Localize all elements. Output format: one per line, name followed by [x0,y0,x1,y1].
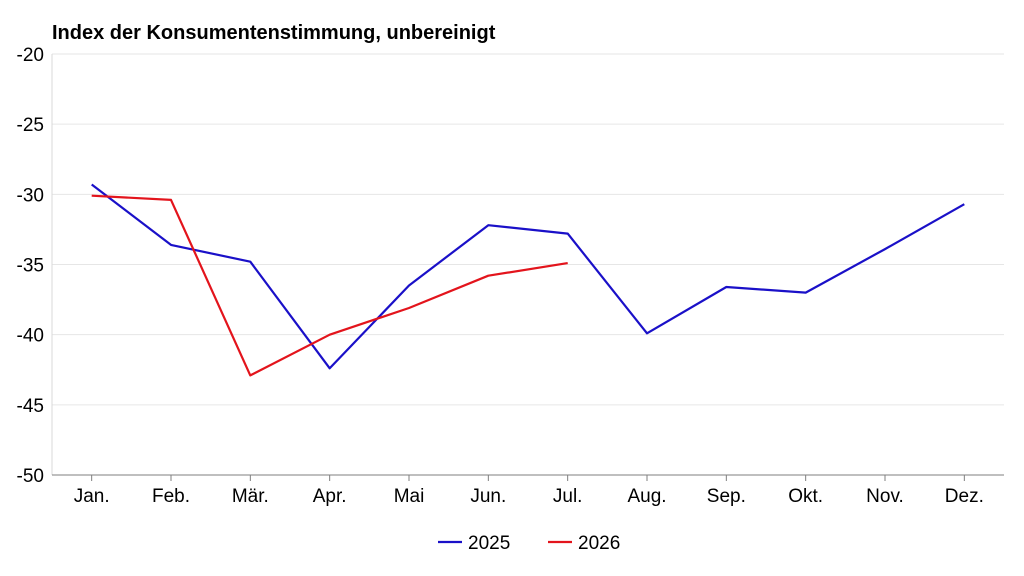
x-tick-label: Sep. [707,486,746,507]
legend: 2025 2026 [438,533,620,554]
x-tick-label: Jul. [553,486,583,507]
x-tick-label: Mär. [232,486,269,507]
y-tick-label: -30 [17,185,44,206]
x-tick-label: Mai [394,486,425,507]
x-tick-label: Jan. [74,486,110,507]
y-axis-tick-labels: -20 -25 -30 -35 -40 -45 -50 [17,45,44,487]
y-tick-label: -25 [17,115,44,136]
legend-label: 2026 [578,533,620,554]
series-line-2025 [91,183,965,370]
series-line-2026 [91,194,568,377]
y-tick-label: -50 [17,466,44,487]
x-tick-label: Nov. [866,486,904,507]
series-lines [91,183,965,377]
y-tick-label: -40 [17,326,44,347]
x-tick-label: Dez. [945,486,984,507]
x-tick-label: Apr. [313,486,347,507]
legend-label: 2025 [468,533,510,554]
y-tick-label: -45 [17,396,44,417]
x-axis-tick-labels: Jan. Feb. Mär. Apr. Mai Jun. Jul. Aug. Sep. Okt. N… [74,486,984,507]
x-tick-label: Feb. [152,486,190,507]
y-tick-label: -20 [17,45,44,66]
x-tick-label: Jun. [470,486,506,507]
chart-title: Index der Konsumentenstimmung, unbereini… [52,22,496,44]
x-tick-label: Okt. [788,486,823,507]
axes [51,54,1004,481]
x-tick-label: Aug. [627,486,666,507]
y-tick-label: -35 [17,256,44,277]
gridlines [52,53,1004,406]
